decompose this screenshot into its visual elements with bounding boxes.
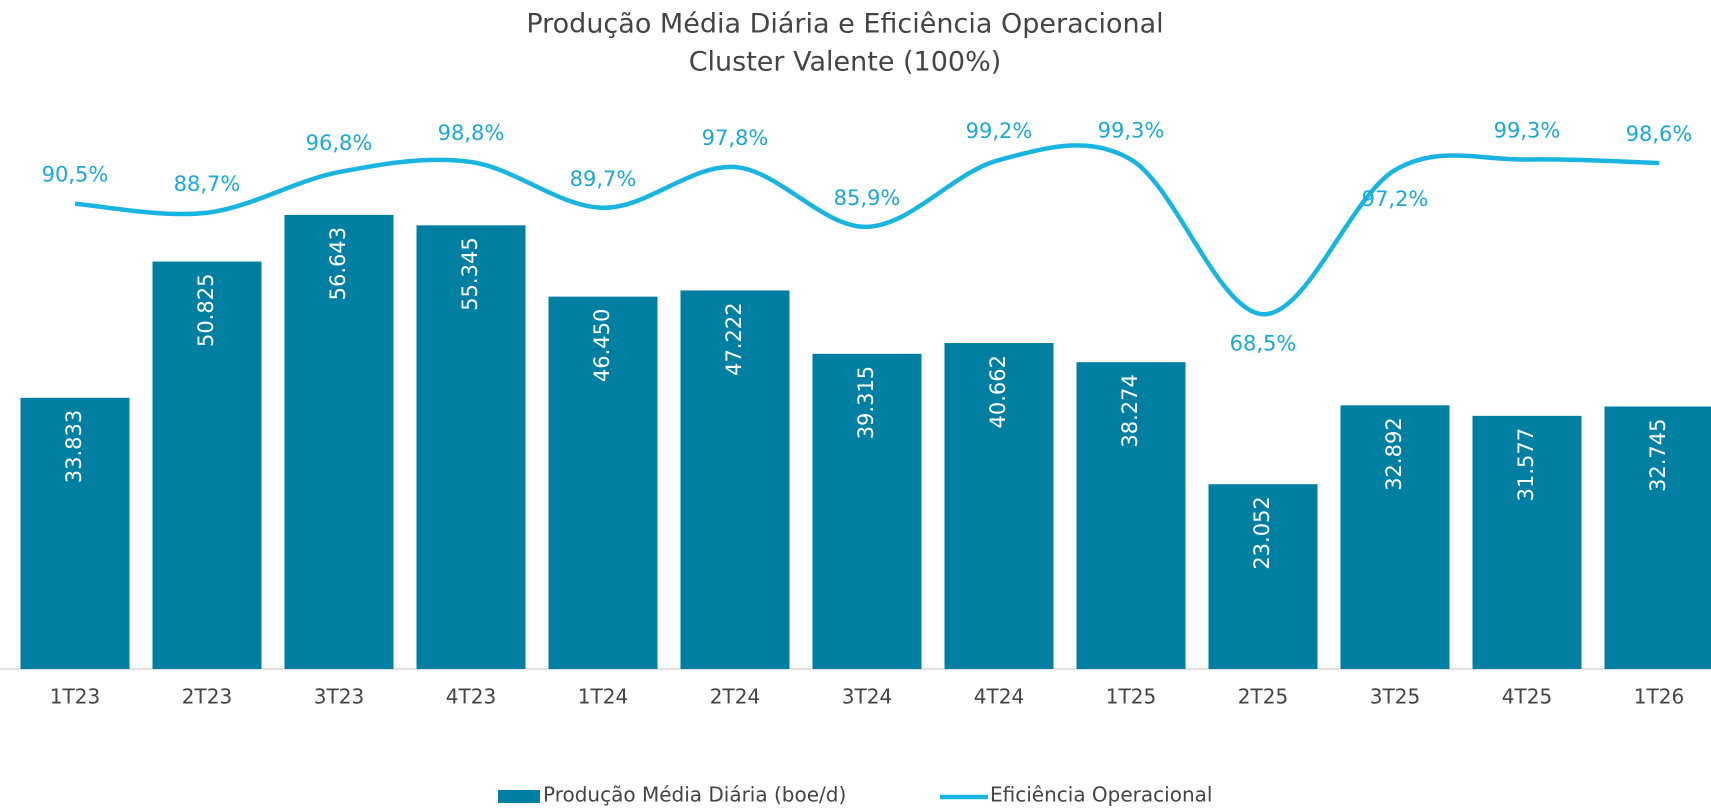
- line-label: 96,8%: [306, 131, 373, 155]
- bar-label: 33.833: [62, 410, 86, 483]
- line-label: 97,8%: [702, 126, 769, 150]
- x-tick-label: 2T23: [182, 685, 232, 709]
- chart-title: Produção Média Diária e Eficiência Opera…: [526, 9, 1163, 40]
- line-label: 68,5%: [1230, 331, 1297, 355]
- bar-label: 32.892: [1382, 417, 1406, 490]
- bar-label: 31.577: [1514, 428, 1538, 501]
- legend-label: Produção Média Diária (boe/d): [543, 783, 846, 807]
- line-label: 85,9%: [834, 186, 901, 210]
- bar: [812, 353, 922, 669]
- bar: [680, 290, 790, 669]
- bar-label: 46.450: [590, 309, 614, 382]
- chart-subtitle: Cluster Valente (100%): [689, 47, 1002, 78]
- x-tick-label: 4T25: [1502, 685, 1552, 709]
- x-tick-label: 1T23: [50, 685, 100, 709]
- x-tick-label: 4T23: [446, 685, 496, 709]
- bar: [1604, 406, 1711, 669]
- x-tick-label: 3T25: [1370, 685, 1420, 709]
- line-label: 99,3%: [1494, 119, 1561, 143]
- x-tick-label: 3T23: [314, 685, 364, 709]
- bar: [548, 296, 658, 669]
- line-label: 88,7%: [174, 172, 241, 196]
- line-label: 98,8%: [438, 121, 505, 145]
- x-tick-label: 1T24: [578, 685, 628, 709]
- bar-label: 55.345: [458, 237, 482, 310]
- bar-label: 56.643: [326, 227, 350, 300]
- x-tick-label: 2T25: [1238, 685, 1288, 709]
- line-label: 97,2%: [1362, 187, 1429, 211]
- line-label: 90,5%: [42, 163, 109, 187]
- bar: [1076, 362, 1186, 669]
- x-tick-label: 4T24: [974, 685, 1024, 709]
- bar-label: 38.274: [1118, 374, 1142, 447]
- x-tick-label: 1T26: [1634, 685, 1684, 709]
- line-label: 99,3%: [1098, 119, 1165, 143]
- bar: [416, 225, 526, 670]
- legend-label: Eficiência Operacional: [990, 783, 1212, 807]
- bar: [152, 261, 262, 669]
- line-label: 89,7%: [570, 167, 637, 191]
- line: [74, 143, 1660, 317]
- bar-label: 50.825: [194, 274, 218, 347]
- x-tick-label: 2T24: [710, 685, 760, 709]
- bar: [284, 214, 394, 669]
- bar-label: 23.052: [1250, 496, 1274, 569]
- bar-label: 47.222: [722, 302, 746, 375]
- x-tick-label: 3T24: [842, 685, 892, 709]
- line-label: 98,6%: [1626, 122, 1693, 146]
- bar-label: 39.315: [854, 366, 878, 439]
- bar: [1472, 415, 1582, 669]
- bar: [1340, 405, 1450, 669]
- bar-label: 32.745: [1646, 418, 1670, 491]
- line-label: 99,2%: [966, 119, 1033, 143]
- bar: [1208, 484, 1318, 669]
- bar: [20, 397, 130, 669]
- x-tick-label: 1T25: [1106, 685, 1156, 709]
- bar-label: 40.662: [986, 355, 1010, 428]
- legend-swatch: [498, 790, 540, 803]
- bar: [944, 343, 1054, 669]
